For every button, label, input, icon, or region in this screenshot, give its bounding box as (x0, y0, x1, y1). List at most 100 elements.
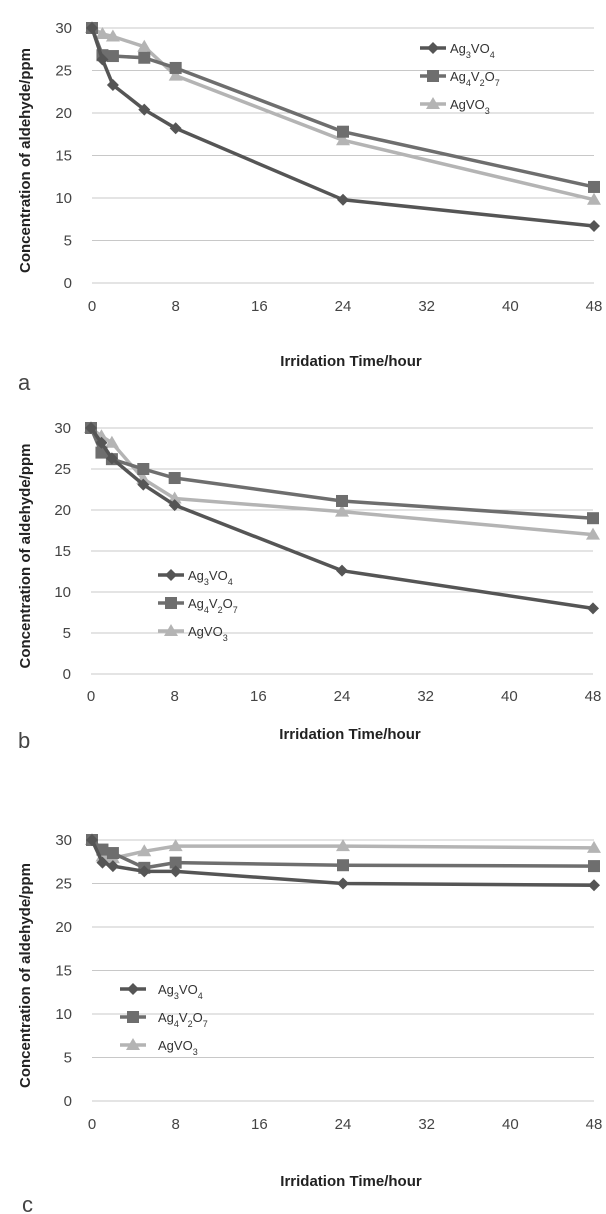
y-axis-title: Concentration of aldehyde/ppm (17, 48, 34, 273)
x-tick-label: 40 (501, 688, 518, 705)
x-tick-label: 48 (585, 688, 602, 705)
series-line (89, 426, 594, 611)
data-point-marker (138, 51, 151, 64)
y-tick-label: 15 (55, 963, 72, 980)
data-point-marker (104, 435, 119, 448)
legend: Ag3VO4 Ag4V2O7 AgVO3 (420, 41, 500, 116)
y-tick-label: 30 (55, 20, 72, 37)
x-tick-label: 0 (87, 688, 95, 705)
data-point-marker (137, 478, 150, 491)
x-tick-label: 40 (502, 298, 519, 315)
data-point-marker (105, 452, 118, 465)
data-point-marker (95, 26, 110, 39)
data-point-marker (588, 180, 600, 193)
legend-label: AgVO3 (188, 624, 228, 643)
data-point-marker (86, 834, 98, 846)
y-tick-label: 5 (64, 233, 72, 250)
legend-item: AgVO3 (158, 624, 228, 643)
data-point-marker (96, 53, 109, 66)
data-point-marker (96, 856, 109, 869)
panel-label: b (18, 728, 30, 753)
series-line (90, 27, 595, 189)
legend-item: Ag3VO4 (120, 982, 203, 1001)
data-point-marker (587, 840, 601, 853)
y-tick-label: 25 (54, 461, 71, 478)
data-point-marker (86, 22, 98, 34)
panel-label: a (18, 370, 31, 395)
x-tick-label: 48 (586, 298, 603, 315)
x-tick-label: 40 (502, 1116, 519, 1133)
legend-item: Ag3VO4 (158, 568, 233, 587)
data-point-marker (336, 839, 350, 852)
x-tick-label: 16 (251, 1116, 268, 1133)
series-AgVO3 (85, 21, 601, 205)
legend-label: Ag4V2O7 (188, 596, 238, 615)
x-tick-label: 8 (170, 688, 178, 705)
chart-panel-b: 0 5 10 15 20 25 30 0 8 16 24 32 40 48 Irridation Time/… (0, 405, 606, 800)
x-tick-label: 0 (88, 298, 96, 315)
data-point-marker (106, 78, 119, 91)
data-point-marker (106, 860, 119, 873)
legend-swatch-marker (427, 42, 439, 54)
x-tick-label: 8 (171, 1116, 179, 1133)
data-point-marker (138, 865, 151, 878)
x-tick-label: 32 (418, 298, 435, 315)
x-tick-label: 48 (586, 1116, 603, 1133)
chart-b-svg: 0 5 10 15 20 25 30 0 8 16 24 32 40 48 Irridation Time/… (17, 420, 602, 753)
y-tick-label: 5 (63, 625, 71, 642)
legend-swatch-marker (165, 569, 177, 581)
series-Ag4V2O7 (85, 422, 599, 525)
data-point-marker (137, 39, 152, 52)
data-point-marker (168, 68, 183, 81)
data-point-marker (138, 103, 151, 116)
x-tick-label: 24 (334, 688, 351, 705)
y-tick-label: 30 (55, 832, 72, 849)
series-Ag3VO4 (85, 422, 599, 615)
chart-panel-c: 0 5 10 15 20 25 30 0 8 16 24 32 40 48 Irridation Time/… (0, 805, 606, 1214)
data-point-marker (169, 865, 182, 878)
legend-item: Ag4V2O7 (120, 1010, 208, 1029)
legend-label: AgVO3 (158, 1038, 198, 1057)
y-tick-label: 15 (54, 543, 71, 560)
x-tick-label: 24 (335, 1116, 352, 1133)
y-tick-label: 0 (63, 666, 71, 683)
x-tick-label: 16 (250, 688, 267, 705)
data-point-marker (587, 512, 599, 525)
series-Ag4V2O7 (86, 22, 600, 193)
legend-label: Ag4V2O7 (158, 1010, 208, 1029)
x-axis-title: Irridation Time/hour (280, 1173, 422, 1190)
data-point-marker (336, 494, 348, 507)
x-tick-label: 8 (171, 298, 179, 315)
y-tick-label: 0 (64, 1093, 72, 1110)
data-point-marker (168, 839, 183, 852)
data-point-marker (168, 499, 181, 512)
data-point-marker (106, 847, 119, 860)
legend-swatch-marker (427, 70, 439, 82)
data-point-marker (337, 125, 349, 138)
series-Ag3VO4 (86, 22, 600, 233)
data-point-marker (335, 504, 349, 517)
data-point-marker (169, 122, 182, 135)
data-point-marker (169, 856, 182, 869)
legend-item: Ag4V2O7 (158, 596, 238, 615)
data-point-marker (587, 192, 601, 205)
data-point-marker (586, 527, 600, 540)
data-point-marker (337, 193, 349, 206)
y-tick-label: 10 (54, 584, 71, 601)
data-point-marker (337, 859, 349, 872)
data-point-marker (95, 436, 108, 449)
y-tick-label: 10 (55, 190, 72, 207)
legend-swatch-marker (127, 1011, 139, 1023)
series-line (91, 26, 595, 202)
data-point-marker (588, 860, 600, 873)
data-point-marker (167, 491, 182, 504)
y-tick-label: 25 (55, 876, 72, 893)
y-axis-title: Concentration of aldehyde/ppm (17, 863, 34, 1088)
x-tick-label: 32 (418, 1116, 435, 1133)
panel-label: c (22, 1192, 33, 1214)
data-point-marker (85, 422, 97, 434)
legend-label: Ag3VO4 (450, 41, 495, 60)
data-point-marker (137, 463, 150, 475)
data-point-marker (588, 220, 600, 233)
legend-label: Ag4V2O7 (450, 69, 500, 88)
